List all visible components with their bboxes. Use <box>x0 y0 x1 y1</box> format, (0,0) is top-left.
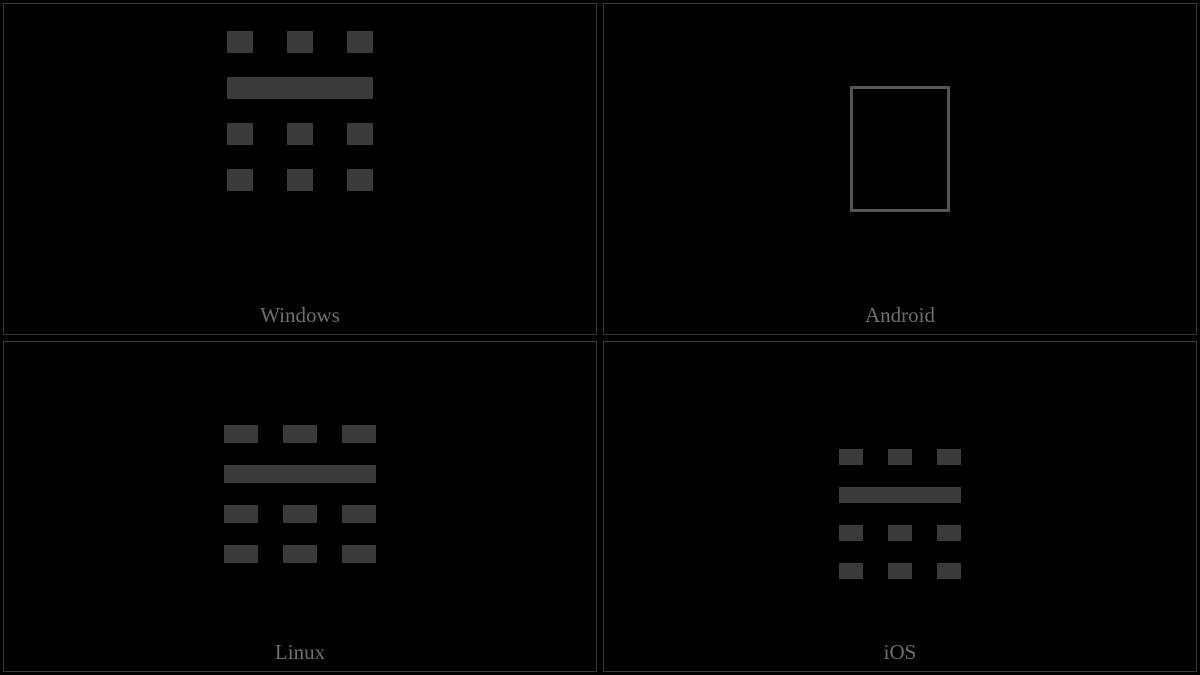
glyph-segment <box>227 77 373 99</box>
glyph-row <box>839 563 961 579</box>
glyph-segment <box>937 525 961 541</box>
label-android: Android <box>604 303 1196 328</box>
glyph-row <box>227 31 373 53</box>
glyph-segment <box>888 449 912 465</box>
comparison-grid: Windows Android Linux iOS <box>0 0 1200 675</box>
cell-ios: iOS <box>603 341 1197 673</box>
glyph-row <box>227 169 373 191</box>
glyph-segment <box>224 425 258 443</box>
glyph-segment <box>227 31 253 53</box>
glyph-segment <box>937 563 961 579</box>
glyph-segment <box>283 505 317 523</box>
glyph-segment <box>227 169 253 191</box>
label-ios: iOS <box>604 640 1196 665</box>
glyph-segment <box>888 525 912 541</box>
glyph-area-linux <box>4 342 596 672</box>
glyph-segment <box>347 123 373 145</box>
glyph-row <box>839 487 961 503</box>
glyph-segment <box>839 449 863 465</box>
cell-windows: Windows <box>3 3 597 335</box>
glyph-area-ios <box>604 342 1196 672</box>
glyph-segment <box>224 465 376 483</box>
glyph-segment <box>347 31 373 53</box>
glyph-area-android <box>604 4 1196 334</box>
cell-android: Android <box>603 3 1197 335</box>
glyph-row <box>224 505 376 523</box>
glyph-segment <box>287 31 313 53</box>
glyph-row <box>224 545 376 563</box>
glyph-segment <box>937 449 961 465</box>
glyph-segment <box>283 425 317 443</box>
glyph-segment <box>347 169 373 191</box>
glyph-segment <box>342 505 376 523</box>
glyph-row <box>839 449 961 465</box>
glyph-ios <box>839 449 961 579</box>
glyph-segment <box>224 545 258 563</box>
glyph-segment <box>342 425 376 443</box>
glyph-area-windows <box>4 4 596 334</box>
glyph-segment <box>839 563 863 579</box>
glyph-row <box>227 77 373 99</box>
glyph-linux <box>224 425 376 563</box>
glyph-segment <box>342 545 376 563</box>
glyph-windows <box>227 31 373 191</box>
glyph-segment <box>839 487 961 503</box>
label-windows: Windows <box>4 303 596 328</box>
glyph-segment <box>227 123 253 145</box>
missing-glyph-rect <box>850 86 950 212</box>
glyph-segment <box>283 545 317 563</box>
glyph-segment <box>287 123 313 145</box>
glyph-segment <box>224 505 258 523</box>
glyph-segment <box>839 525 863 541</box>
glyph-segment <box>888 563 912 579</box>
glyph-row <box>224 425 376 443</box>
label-linux: Linux <box>4 640 596 665</box>
cell-linux: Linux <box>3 341 597 673</box>
glyph-segment <box>287 169 313 191</box>
glyph-row <box>224 465 376 483</box>
glyph-row <box>227 123 373 145</box>
glyph-row <box>839 525 961 541</box>
